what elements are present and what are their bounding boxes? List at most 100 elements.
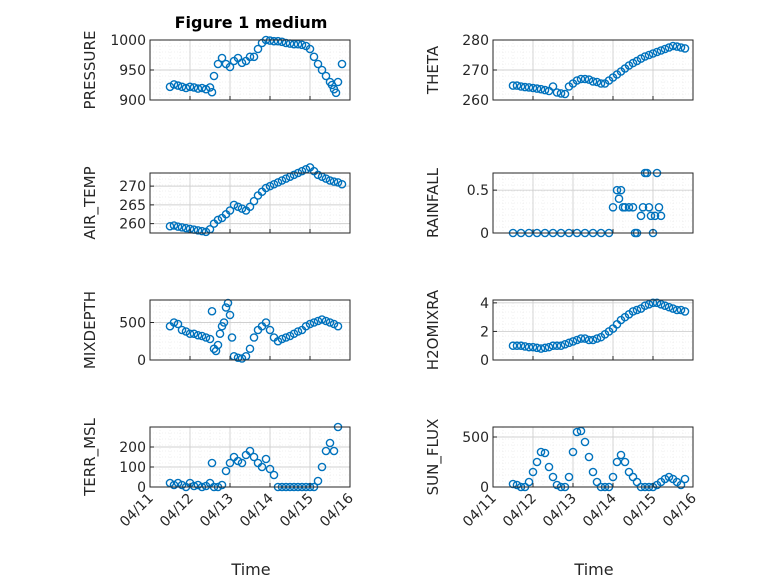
data-point bbox=[333, 178, 343, 187]
data-point bbox=[512, 81, 522, 90]
data-point bbox=[588, 77, 598, 86]
data-point bbox=[608, 472, 618, 482]
data-point bbox=[648, 49, 658, 58]
data-point bbox=[181, 83, 191, 93]
y-tick-label: 1000 bbox=[110, 33, 146, 49]
data-point bbox=[608, 202, 618, 212]
data-point bbox=[185, 329, 195, 339]
data-point bbox=[213, 215, 223, 225]
data-point bbox=[237, 58, 247, 68]
data-point bbox=[261, 318, 271, 327]
data-point bbox=[572, 427, 582, 437]
data-point bbox=[277, 176, 287, 185]
axes-box bbox=[149, 172, 351, 234]
data-point bbox=[201, 333, 211, 342]
x-tick-label: 04/15 bbox=[277, 491, 317, 531]
data-point bbox=[337, 179, 347, 189]
data-point bbox=[614, 194, 624, 204]
data-point bbox=[197, 83, 207, 93]
data-point bbox=[624, 202, 634, 212]
data-point bbox=[616, 450, 626, 460]
data-point bbox=[217, 53, 227, 63]
y-tick-label: 500 bbox=[462, 430, 489, 446]
data-point bbox=[281, 38, 291, 48]
data-point bbox=[193, 84, 203, 93]
data-point bbox=[640, 52, 650, 61]
data-point bbox=[289, 170, 299, 180]
data-point bbox=[249, 196, 259, 206]
data-point bbox=[552, 480, 562, 490]
y-axis-label: H2OMIXRA bbox=[424, 289, 442, 370]
data-point bbox=[588, 335, 598, 345]
data-point bbox=[265, 181, 275, 191]
data-point bbox=[205, 83, 215, 92]
data-point bbox=[169, 318, 179, 327]
data-point bbox=[281, 174, 291, 183]
data-point bbox=[654, 202, 664, 212]
data-point bbox=[552, 88, 562, 97]
data-point bbox=[273, 36, 283, 46]
data-point bbox=[536, 344, 546, 353]
subplot-7: 0 500 SUN_FLUX 04/11 04/12 04/13 04/14 04/15 04/… bbox=[424, 419, 700, 531]
data-point bbox=[532, 343, 542, 353]
y-tick-label: 2 bbox=[480, 324, 489, 340]
data-point bbox=[552, 341, 562, 351]
data-point bbox=[620, 202, 630, 212]
data-point bbox=[173, 319, 183, 329]
data-point bbox=[664, 302, 674, 312]
data-point bbox=[289, 39, 299, 49]
data-point bbox=[207, 87, 217, 97]
data-point bbox=[325, 318, 335, 327]
data-point bbox=[536, 84, 546, 94]
data-point bbox=[628, 307, 638, 316]
data-point bbox=[656, 299, 666, 309]
data-point bbox=[177, 223, 187, 232]
data-point bbox=[596, 79, 606, 88]
data-point bbox=[309, 318, 319, 327]
data-point bbox=[532, 457, 542, 467]
data-point bbox=[628, 202, 638, 212]
data-point bbox=[313, 476, 323, 486]
y-tick-label: 0.5 bbox=[467, 183, 489, 199]
data-point bbox=[253, 44, 263, 54]
data-point bbox=[249, 52, 259, 62]
data-point bbox=[269, 36, 279, 46]
data-point bbox=[516, 82, 526, 91]
data-point bbox=[592, 77, 602, 87]
data-point bbox=[225, 310, 235, 320]
data-point bbox=[245, 52, 255, 62]
data-point bbox=[265, 464, 275, 474]
data-point bbox=[305, 44, 315, 54]
data-point bbox=[664, 472, 674, 482]
data-point bbox=[265, 325, 275, 335]
data-point bbox=[337, 59, 347, 69]
data-point bbox=[193, 226, 203, 235]
data-point bbox=[321, 71, 331, 81]
data-point bbox=[185, 82, 195, 92]
data-point bbox=[207, 306, 217, 316]
data-point bbox=[321, 316, 331, 326]
data-point bbox=[668, 41, 678, 51]
data-point bbox=[680, 44, 690, 53]
data-point bbox=[588, 467, 598, 477]
data-point bbox=[261, 454, 271, 464]
data-point bbox=[676, 480, 686, 490]
data-point bbox=[652, 298, 662, 308]
data-point bbox=[207, 458, 217, 468]
data-point bbox=[317, 315, 327, 324]
data-point bbox=[329, 177, 339, 186]
x-tick-label: 04/11 bbox=[460, 491, 500, 531]
x-tick-label: 04/16 bbox=[660, 490, 700, 530]
y-tick-label: 0 bbox=[137, 353, 146, 369]
subplot-3: 0 0.5 RAINFALL bbox=[424, 167, 694, 242]
y-axis-label: RAINFALL bbox=[424, 167, 442, 238]
data-point bbox=[580, 437, 590, 447]
y-axis-label: PRESSURE bbox=[81, 31, 99, 110]
y-tick-label: 260 bbox=[462, 93, 489, 109]
y-tick-label: 200 bbox=[119, 440, 146, 456]
data-point bbox=[544, 342, 554, 352]
data-point bbox=[592, 334, 602, 343]
data-point bbox=[528, 342, 538, 352]
subplot-2: 260 265 270 AIR_TEMP bbox=[81, 163, 351, 240]
